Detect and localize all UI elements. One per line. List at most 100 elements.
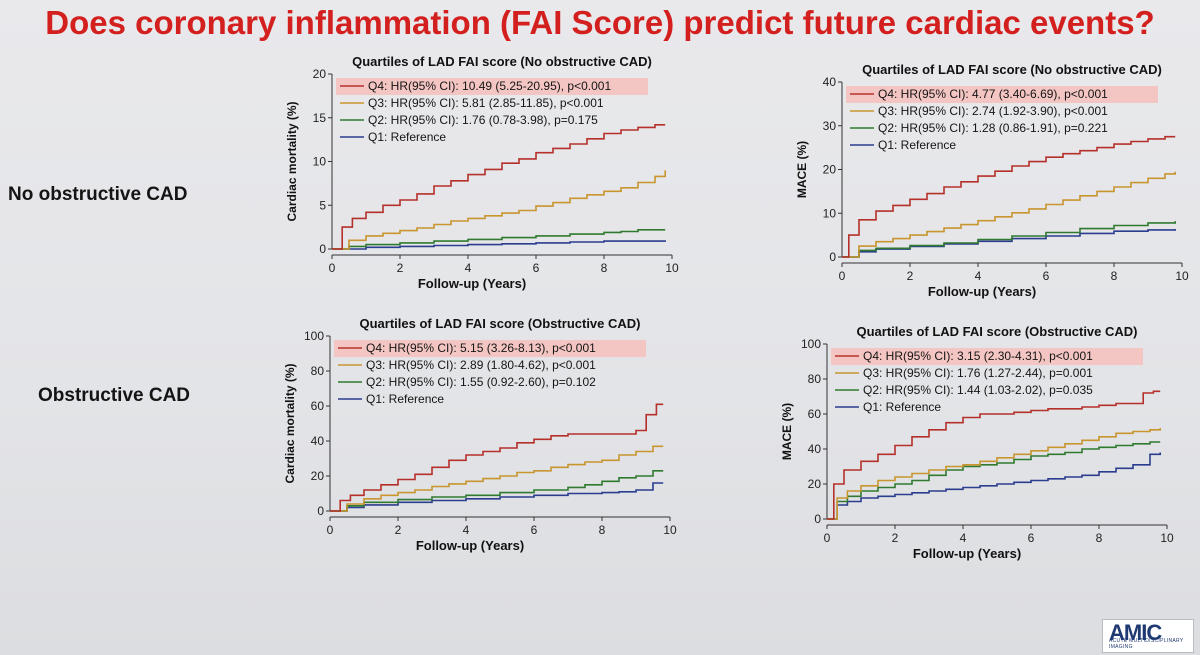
chart-svg-3: Quartiles of LAD FAI score (Obstructive …: [780, 324, 1174, 561]
x-tick-label: 0: [824, 531, 831, 545]
amic-logo: AMIC ACUTE MULTIDISCIPLINARY IMAGING: [1102, 619, 1194, 653]
x-tick-label: 6: [1043, 269, 1050, 283]
legend-label-q4: Q4: HR(95% CI): 3.15 (2.30-4.31), p<0.00…: [863, 349, 1093, 363]
legend-label-q4: Q4: HR(95% CI): 4.77 (3.40-6.69), p<0.00…: [878, 87, 1108, 101]
row-label-obstructive: Obstructive CAD: [38, 385, 191, 406]
series-line-q4: [827, 390, 1161, 520]
series-line-q3: [332, 170, 666, 250]
series-line-q3: [827, 428, 1161, 520]
y-axis-label: MACE (%): [780, 403, 794, 460]
slide-title: Does coronary inflammation (FAI Score) p…: [45, 4, 1155, 41]
x-tick-label: 6: [533, 261, 540, 275]
logo-subtext: ACUTE MULTIDISCIPLINARY IMAGING: [1109, 638, 1184, 650]
x-tick-label: 4: [960, 531, 967, 545]
legend-label-q1: Q1: Reference: [863, 400, 941, 414]
y-tick-label: 0: [829, 250, 836, 264]
x-tick-label: 8: [601, 261, 608, 275]
x-tick-label: 10: [1175, 269, 1189, 283]
y-tick-label: 0: [317, 504, 324, 518]
legend-label-q3: Q3: HR(95% CI): 2.74 (1.92-3.90), p<0.00…: [878, 104, 1108, 118]
x-tick-label: 10: [663, 523, 677, 537]
x-tick-label: 0: [327, 523, 334, 537]
x-tick-label: 4: [975, 269, 982, 283]
x-tick-label: 8: [599, 523, 606, 537]
series-line-q4: [332, 124, 666, 250]
legend-label-q2: Q2: HR(95% CI): 1.28 (0.86-1.91), p=0.22…: [878, 121, 1108, 135]
y-tick-label: 100: [801, 337, 821, 351]
y-tick-label: 60: [808, 407, 822, 421]
x-tick-label: 6: [1028, 531, 1035, 545]
series-line-q1: [330, 482, 664, 512]
y-tick-label: 20: [823, 163, 837, 177]
x-tick-label: 0: [329, 261, 336, 275]
series-line-q2: [827, 441, 1161, 520]
series-line-q3: [842, 171, 1176, 258]
x-tick-label: 2: [395, 523, 402, 537]
legend-label-q4: Q4: HR(95% CI): 5.15 (3.26-8.13), p<0.00…: [366, 341, 596, 355]
row-label-no-obstructive: No obstructive CAD: [8, 184, 188, 205]
legend-label-q4: Q4: HR(95% CI): 10.49 (5.25-20.95), p<0.…: [368, 79, 611, 93]
series-line-q2: [842, 221, 1176, 258]
chart-title: Quartiles of LAD FAI score (No obstructi…: [352, 54, 652, 69]
x-tick-label: 2: [397, 261, 404, 275]
legend-highlight: [846, 86, 1158, 103]
legend-highlight: [334, 340, 646, 357]
chart-svg-1: Quartiles of LAD FAI score (No obstructi…: [795, 62, 1189, 299]
series-line-q1: [842, 229, 1176, 258]
legend-label-q2: Q2: HR(95% CI): 1.55 (0.92-2.60), p=0.10…: [366, 375, 596, 389]
x-tick-label: 4: [463, 523, 470, 537]
x-tick-label: 10: [1160, 531, 1174, 545]
y-tick-label: 40: [808, 442, 822, 456]
x-axis-label: Follow-up (Years): [928, 284, 1036, 299]
y-tick-label: 20: [808, 477, 822, 491]
y-tick-label: 15: [313, 111, 327, 125]
y-tick-label: 20: [311, 469, 325, 483]
x-tick-label: 8: [1111, 269, 1118, 283]
chart-panel-cardiac-mortality-obstructive: Quartiles of LAD FAI score (Obstructive …: [268, 314, 688, 564]
chart-panel-cardiac-mortality-no-obstructive: Quartiles of LAD FAI score (No obstructi…: [270, 52, 690, 302]
x-tick-label: 4: [465, 261, 472, 275]
y-axis-label: Cardiac mortality (%): [285, 101, 299, 221]
x-tick-label: 6: [531, 523, 538, 537]
chart-svg-2: Quartiles of LAD FAI score (Obstructive …: [283, 316, 677, 553]
series-line-q4: [842, 135, 1176, 258]
x-tick-label: 2: [892, 531, 899, 545]
x-tick-label: 10: [665, 261, 679, 275]
legend-label-q3: Q3: HR(95% CI): 5.81 (2.85-11.85), p<0.0…: [368, 96, 604, 110]
series-line-q2: [330, 470, 664, 512]
x-axis-label: Follow-up (Years): [418, 276, 526, 291]
x-tick-label: 8: [1096, 531, 1103, 545]
y-tick-label: 10: [313, 155, 327, 169]
y-axis-label: MACE (%): [795, 141, 809, 198]
y-tick-label: 60: [311, 399, 325, 413]
y-tick-label: 20: [313, 67, 327, 81]
series-line-q1: [332, 240, 666, 250]
y-axis-label: Cardiac mortality (%): [283, 363, 297, 483]
series-line-q4: [330, 403, 664, 512]
legend-label-q3: Q3: HR(95% CI): 1.76 (1.27-2.44), p=0.00…: [863, 366, 1093, 380]
chart-panel-mace-obstructive: Quartiles of LAD FAI score (Obstructive …: [765, 322, 1185, 572]
chart-title: Quartiles of LAD FAI score (Obstructive …: [360, 316, 641, 331]
y-tick-label: 40: [823, 75, 837, 89]
x-tick-label: 0: [839, 269, 846, 283]
x-axis-label: Follow-up (Years): [416, 538, 524, 553]
x-axis-label: Follow-up (Years): [913, 546, 1021, 561]
legend-label-q1: Q1: Reference: [366, 392, 444, 406]
y-tick-label: 80: [808, 372, 822, 386]
series-line-q1: [827, 452, 1161, 520]
legend-label-q1: Q1: Reference: [878, 138, 956, 152]
y-tick-label: 40: [311, 434, 325, 448]
legend-highlight: [831, 348, 1143, 365]
legend-label-q2: Q2: HR(95% CI): 1.44 (1.03-2.02), p=0.03…: [863, 383, 1093, 397]
series-line-q2: [332, 229, 666, 250]
logo-text: AMIC: [1109, 620, 1162, 645]
legend-label-q3: Q3: HR(95% CI): 2.89 (1.80-4.62), p<0.00…: [366, 358, 596, 372]
legend-highlight: [336, 78, 648, 95]
y-tick-label: 0: [319, 242, 326, 256]
x-tick-label: 2: [907, 269, 914, 283]
chart-title: Quartiles of LAD FAI score (Obstructive …: [857, 324, 1138, 339]
y-tick-label: 5: [319, 198, 326, 212]
legend-label-q1: Q1: Reference: [368, 130, 446, 144]
chart-title: Quartiles of LAD FAI score (No obstructi…: [862, 62, 1162, 77]
legend-label-q2: Q2: HR(95% CI): 1.76 (0.78-3.98), p=0.17…: [368, 113, 598, 127]
